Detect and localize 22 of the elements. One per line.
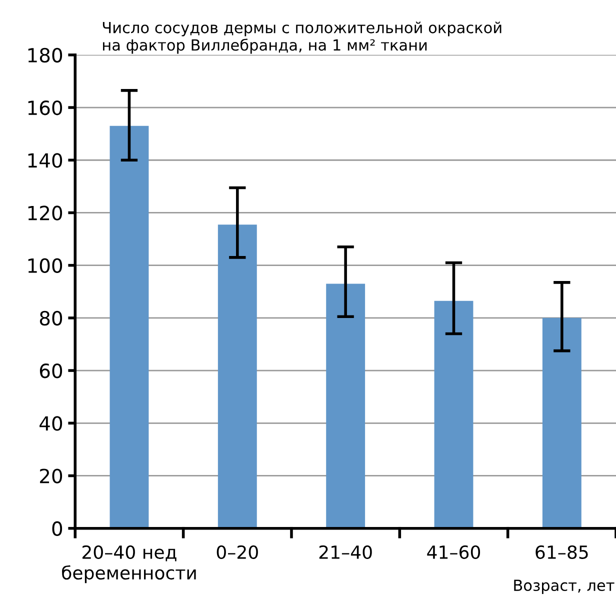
y-tick-label: 60 [40,363,62,378]
bar [434,300,474,528]
x-tick-label: 21–40 [319,545,372,559]
bar [326,284,366,528]
y-tick-label: 80 [40,310,62,326]
x-tick-label: 0–20 [216,545,258,559]
x-axis-title: Возраст, лет [514,580,614,594]
bar [542,318,582,528]
y-tick-label: 120 [28,206,62,220]
x-tick-label: 20–40 нед беременности [62,545,196,584]
x-tick-label: 61–85 [536,545,588,559]
y-tick-label: 20 [40,468,62,484]
chart-title: Число сосудов дермы с положительной окраской на фактор Виллебранда, на 1 мм² ткани [102,22,502,54]
y-tick-label: 0 [52,521,62,536]
bar [218,224,257,528]
bar [110,126,149,528]
y-tick-label: 180 [28,48,62,63]
y-tick-label: 160 [28,100,62,116]
x-tick-label: 41–60 [427,545,480,559]
y-tick-label: 140 [28,153,62,168]
y-tick-label: 40 [40,416,62,431]
y-tick-label: 100 [28,258,62,273]
